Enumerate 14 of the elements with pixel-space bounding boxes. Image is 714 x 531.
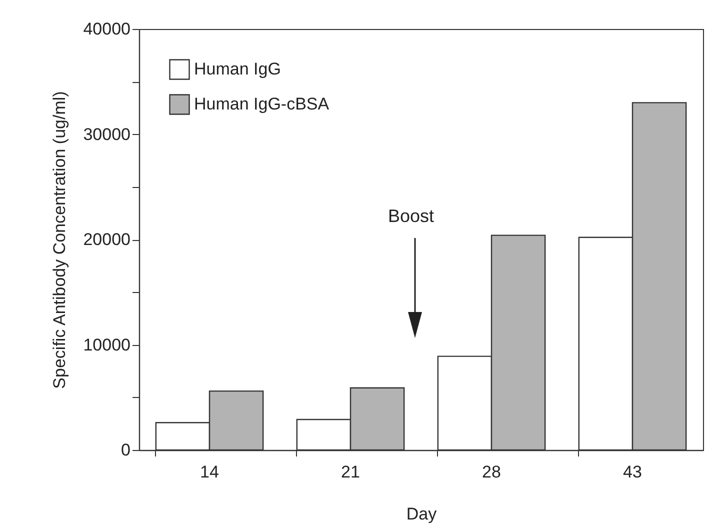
- y-tick-label: 0: [121, 440, 130, 460]
- legend-label: Human IgG-cBSA: [194, 94, 330, 114]
- y-tick-label: 20000: [83, 230, 130, 249]
- y-tick-label: 10000: [83, 335, 130, 354]
- x-tick-label: 21: [341, 462, 360, 482]
- y-tick-label: 40000: [83, 20, 130, 38]
- x-tick-label: 43: [623, 462, 642, 482]
- x-tick-label: 28: [482, 462, 501, 482]
- y-tick-label: 30000: [83, 124, 130, 144]
- legend-label: Human IgG: [194, 60, 281, 78]
- y-axis-title: Specific Antibody Concentration (ug/ml): [50, 91, 70, 389]
- x-axis-title: Day: [406, 504, 438, 524]
- annotation: Boost: [388, 206, 434, 226]
- x-tick-label: 14: [200, 462, 219, 482]
